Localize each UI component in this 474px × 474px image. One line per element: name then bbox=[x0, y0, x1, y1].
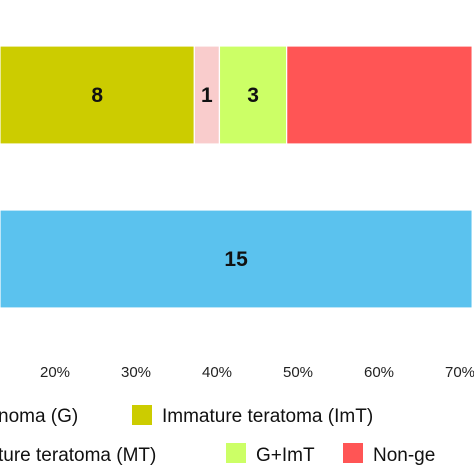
bar-0-segment-imt bbox=[0, 45, 195, 145]
legend-swatch-g-imt bbox=[226, 443, 246, 463]
bar-0-segment-label-2: 1 bbox=[201, 84, 213, 107]
legend-label-g: noma (G) bbox=[0, 406, 78, 427]
x-tick-label-20: 20% bbox=[40, 364, 70, 381]
legend-label-mt: ture teratoma (MT) bbox=[0, 445, 156, 466]
legend-label-g-imt: G+ImT bbox=[256, 445, 315, 466]
legend-label-imt: Immature teratoma (ImT) bbox=[162, 406, 373, 427]
x-tick-label-60: 60% bbox=[364, 364, 394, 381]
legend: noma (G) Immature teratoma (ImT) ture tera… bbox=[0, 405, 435, 466]
bar-0-segment-label-3: 3 bbox=[247, 84, 259, 107]
bar-0-segment-mt bbox=[193, 45, 221, 145]
legend-swatch-non-ge bbox=[343, 443, 363, 463]
legend-label-non-ge: Non-ge bbox=[373, 445, 435, 466]
legend-swatch-imt bbox=[132, 405, 152, 425]
x-tick-label-30: 30% bbox=[121, 364, 151, 381]
bar-1-segment-label-0: 15 bbox=[224, 248, 248, 271]
x-tick-label-50: 50% bbox=[283, 364, 313, 381]
x-tick-label-40: 40% bbox=[202, 364, 232, 381]
bar-0-segment-g-imt bbox=[218, 45, 288, 145]
bars-group: 8 1 3 15 bbox=[0, 45, 473, 309]
x-tick-label-70: 70% bbox=[445, 364, 474, 381]
bar-1-segment-g bbox=[0, 209, 473, 309]
bar-0-segment-non-ge bbox=[286, 45, 473, 145]
x-axis: 20% 30% 40% 50% 60% 70% bbox=[40, 364, 474, 381]
bar-0-segment-label-1: 8 bbox=[91, 84, 103, 107]
